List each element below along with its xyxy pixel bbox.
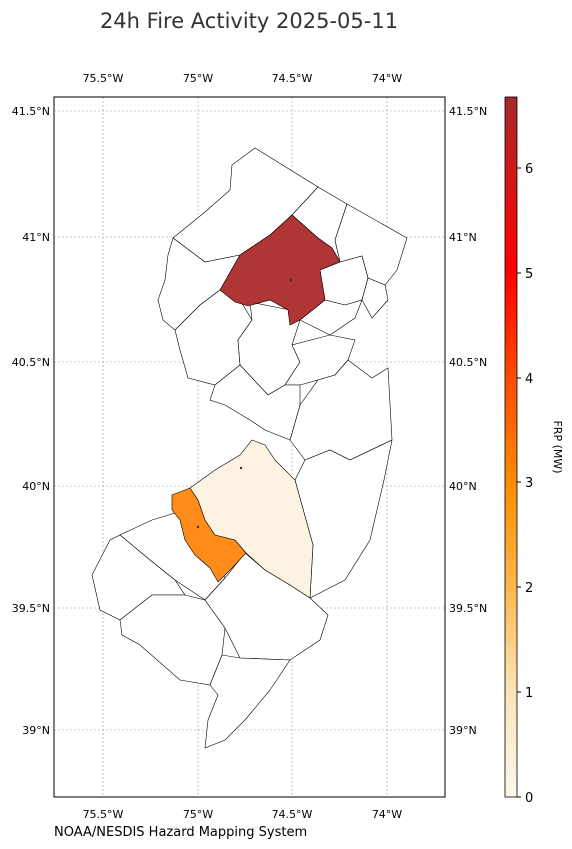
colorbar-tick-label: 4 (525, 372, 533, 387)
fire-point (289, 278, 293, 282)
lon-tick-label: 74.5°W (272, 808, 313, 821)
lat-tick-label: 41.5°N (449, 105, 487, 118)
lat-ticks-left: 41.5°N 41°N 40.5°N 40°N 39.5°N 39°N (12, 105, 50, 737)
lat-tick-label: 40.5°N (449, 356, 487, 369)
colorbar-ticks (517, 167, 521, 798)
lat-tick-label: 40°N (22, 480, 50, 493)
county-burlington (189, 439, 314, 599)
colorbar-tick-label: 1 (525, 686, 533, 701)
lon-ticks-bottom: 75.5°W 75°W 74.5°W 74°W (83, 808, 403, 821)
lat-tick-label: 41°N (22, 231, 50, 244)
map-frame (53, 96, 446, 798)
lat-ticks-right: 41.5°N 41°N 40.5°N 40°N 39.5°N 39°N (449, 105, 487, 737)
lon-tick-label: 75°W (183, 72, 213, 85)
lon-tick-label: 75°W (183, 808, 213, 821)
lat-tick-label: 39.5°N (449, 602, 487, 615)
county-mercer (209, 364, 301, 441)
lat-tick-label: 39.5°N (12, 602, 50, 615)
lat-tick-label: 40°N (449, 480, 477, 493)
fire-point (239, 466, 243, 470)
colorbar: 0 1 2 3 4 5 6 FRP (MW) (504, 96, 564, 806)
lon-tick-label: 75.5°W (83, 808, 124, 821)
map-title: 24h Fire Activity 2025-05-11 (100, 9, 398, 33)
colorbar-label: FRP (MW) (551, 420, 564, 473)
colorbar-tick-label: 5 (525, 267, 533, 282)
colorbar-tick-label: 2 (525, 581, 533, 596)
county-cumberland (119, 594, 226, 686)
lon-tick-label: 75.5°W (83, 72, 124, 85)
lon-tick-label: 74°W (372, 72, 402, 85)
county-layer (91, 147, 408, 749)
lat-tick-label: 40.5°N (12, 356, 50, 369)
fire-point (196, 525, 200, 529)
lon-ticks-top: 75.5°W 75°W 74.5°W 74°W (83, 72, 403, 85)
lat-tick-label: 41°N (449, 231, 477, 244)
lon-tick-label: 74°W (372, 808, 402, 821)
colorbar-tick-label: 3 (525, 476, 533, 491)
county-hudson (361, 277, 389, 319)
lon-tick-label: 74.5°W (272, 72, 313, 85)
colorbar-tick-label: 0 (525, 791, 533, 806)
colorbar-tick-label: 6 (525, 162, 533, 177)
county-morris (219, 214, 341, 326)
lat-tick-label: 39°N (449, 724, 477, 737)
lat-tick-label: 41.5°N (12, 105, 50, 118)
county-cape-may (204, 654, 291, 749)
colorbar-gradient (504, 96, 518, 798)
credit-text: NOAA/NESDIS Hazard Mapping System (54, 825, 307, 840)
lat-tick-label: 39°N (22, 724, 50, 737)
county-salem (91, 534, 186, 621)
